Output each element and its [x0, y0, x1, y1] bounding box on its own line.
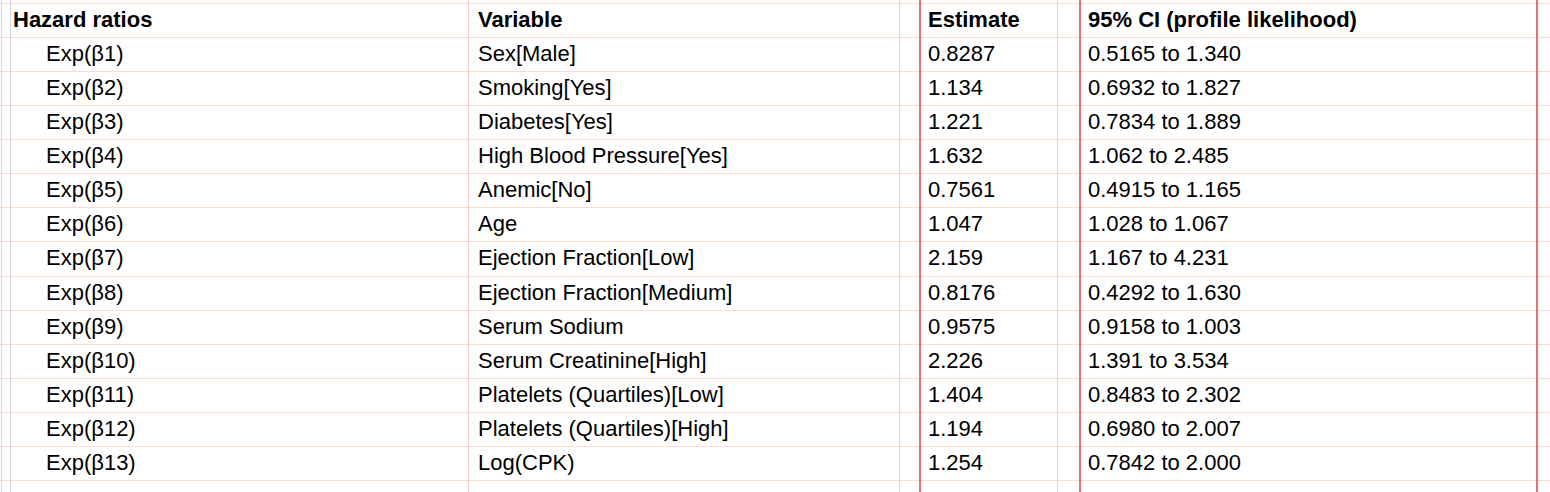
cell-ci[interactable]: 0.8483 to 2.302	[1088, 378, 1241, 412]
table-row: Exp(β10) Serum Creatinine[High] 2.226 1.391…	[0, 344, 1550, 378]
cell-ci[interactable]: 0.9158 to 1.003	[1088, 310, 1241, 344]
cell-hazard-ratio[interactable]: Exp(β2)	[46, 71, 123, 105]
cell-ci[interactable]: 0.7842 to 2.000	[1088, 446, 1241, 480]
cell-estimate[interactable]: 0.8287	[928, 37, 995, 71]
table-row: Exp(β7) Ejection Fraction[Low] 2.159 1.167 …	[0, 241, 1550, 275]
cell-estimate[interactable]: 1.134	[928, 71, 983, 105]
cell-variable[interactable]: Ejection Fraction[Low]	[478, 241, 694, 275]
cell-estimate[interactable]: 1.221	[928, 105, 983, 139]
cell-estimate[interactable]: 2.159	[928, 241, 983, 275]
cell-ci[interactable]: 0.6932 to 1.827	[1088, 71, 1241, 105]
cell-estimate[interactable]: 0.8176	[928, 276, 995, 310]
table-row: Exp(β12) Platelets (Quartiles)[High] 1.194…	[0, 412, 1550, 446]
cell-ci[interactable]: 0.5165 to 1.340	[1088, 37, 1241, 71]
cell-estimate[interactable]: 1.254	[928, 446, 983, 480]
cell-variable[interactable]: Ejection Fraction[Medium]	[478, 276, 732, 310]
cell-ci[interactable]: 1.391 to 3.534	[1088, 344, 1229, 378]
column-divider-estimate	[919, 0, 921, 492]
cell-ci[interactable]: 1.062 to 2.485	[1088, 139, 1229, 173]
table-row: Exp(β8) Ejection Fraction[Medium] 0.8176 0.…	[0, 276, 1550, 310]
cell-hazard-ratio[interactable]: Exp(β4)	[46, 139, 123, 173]
table-row: Exp(β1) Sex[Male] 0.8287 0.5165 to 1.340	[0, 37, 1550, 71]
cell-ci[interactable]: 0.6980 to 2.007	[1088, 412, 1241, 446]
cell-variable[interactable]: Log(CPK)	[478, 446, 575, 480]
gridline-h	[0, 480, 1550, 481]
cell-estimate[interactable]: 2.226	[928, 344, 983, 378]
table-row: Exp(β3) Diabetes[Yes] 1.221 0.7834 to 1.889	[0, 105, 1550, 139]
column-divider-ci	[1079, 0, 1081, 492]
cell-ci[interactable]: 1.167 to 4.231	[1088, 241, 1229, 275]
table-row: Exp(β11) Platelets (Quartiles)[Low] 1.404 0…	[0, 378, 1550, 412]
sheet-edge-line	[1, 0, 2, 492]
cell-ci[interactable]: 1.028 to 1.067	[1088, 207, 1229, 241]
cell-variable[interactable]: Serum Sodium	[478, 310, 624, 344]
cell-hazard-ratio[interactable]: Exp(β1)	[46, 37, 123, 71]
cell-hazard-ratio[interactable]: Exp(β5)	[46, 173, 123, 207]
cell-estimate[interactable]: 0.9575	[928, 310, 995, 344]
cell-hazard-ratio[interactable]: Exp(β9)	[46, 310, 123, 344]
col-header-hazard-ratios[interactable]: Hazard ratios	[13, 3, 152, 37]
results-table: Hazard ratios Variable Estimate 95% CI (…	[0, 0, 1550, 492]
table-row: Exp(β9) Serum Sodium 0.9575 0.9158 to 1.003	[0, 310, 1550, 344]
cell-variable[interactable]: Sex[Male]	[478, 37, 576, 71]
column-spacer-line-1	[899, 0, 900, 492]
table-row: Exp(β4) High Blood Pressure[Yes] 1.632 1.06…	[0, 139, 1550, 173]
cell-variable[interactable]: Anemic[No]	[478, 173, 592, 207]
cell-variable[interactable]: Smoking[Yes]	[478, 71, 612, 105]
cell-hazard-ratio[interactable]: Exp(β7)	[46, 241, 123, 275]
cell-estimate[interactable]: 1.194	[928, 412, 983, 446]
column-divider-variable	[468, 0, 469, 492]
cell-hazard-ratio[interactable]: Exp(β3)	[46, 105, 123, 139]
cell-hazard-ratio[interactable]: Exp(β12)	[46, 412, 136, 446]
table-right-border-line	[1536, 0, 1538, 492]
cell-hazard-ratio[interactable]: Exp(β10)	[46, 344, 136, 378]
cell-ci[interactable]: 0.7834 to 1.889	[1088, 105, 1241, 139]
header-row: Hazard ratios Variable Estimate 95% CI (…	[0, 3, 1550, 37]
cell-variable[interactable]: Age	[478, 207, 517, 241]
cell-ci[interactable]: 0.4915 to 1.165	[1088, 173, 1241, 207]
cell-hazard-ratio[interactable]: Exp(β13)	[46, 446, 136, 480]
col-header-variable[interactable]: Variable	[478, 3, 562, 37]
cell-variable[interactable]: Serum Creatinine[High]	[478, 344, 707, 378]
cell-estimate[interactable]: 1.047	[928, 207, 983, 241]
cell-estimate[interactable]: 1.632	[928, 139, 983, 173]
cell-ci[interactable]: 0.4292 to 1.630	[1088, 276, 1241, 310]
cell-estimate[interactable]: 0.7561	[928, 173, 995, 207]
col-header-estimate[interactable]: Estimate	[928, 3, 1020, 37]
col-header-ci[interactable]: 95% CI (profile likelihood)	[1088, 3, 1357, 37]
cell-hazard-ratio[interactable]: Exp(β6)	[46, 207, 123, 241]
cell-variable[interactable]: Diabetes[Yes]	[478, 105, 613, 139]
cell-variable[interactable]: High Blood Pressure[Yes]	[478, 139, 728, 173]
table-row: Exp(β5) Anemic[No] 0.7561 0.4915 to 1.165	[0, 173, 1550, 207]
cell-variable[interactable]: Platelets (Quartiles)[Low]	[478, 378, 724, 412]
table-row: Exp(β13) Log(CPK) 1.254 0.7842 to 2.000	[0, 446, 1550, 480]
cell-hazard-ratio[interactable]: Exp(β8)	[46, 276, 123, 310]
row-title-border-line	[10, 0, 11, 492]
column-spacer-line-2	[1057, 0, 1058, 492]
table-row: Exp(β6) Age 1.047 1.028 to 1.067	[0, 207, 1550, 241]
cell-hazard-ratio[interactable]: Exp(β11)	[46, 378, 134, 412]
table-row: Exp(β2) Smoking[Yes] 1.134 0.6932 to 1.827	[0, 71, 1550, 105]
cell-variable[interactable]: Platelets (Quartiles)[High]	[478, 412, 729, 446]
cell-estimate[interactable]: 1.404	[928, 378, 983, 412]
